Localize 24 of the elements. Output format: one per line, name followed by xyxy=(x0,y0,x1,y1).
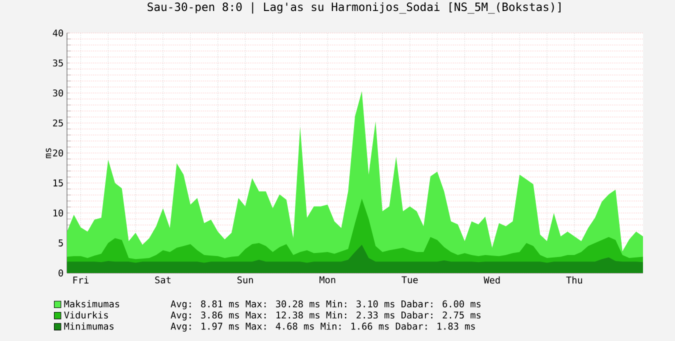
y-tick-label: 25 xyxy=(53,119,63,127)
y-axis-title: ms xyxy=(46,148,52,158)
x-tick-label: Thu xyxy=(566,276,582,284)
x-tick-label: Wed xyxy=(484,276,500,284)
y-tick-label: 20 xyxy=(53,149,64,157)
x-tick-label: Sat xyxy=(155,276,171,284)
y-tick-label: 0 xyxy=(58,269,64,277)
y-tick-label: 15 xyxy=(54,180,63,186)
y-tick-label: 40 xyxy=(52,29,64,37)
y-tick-label: 35 xyxy=(53,59,63,67)
y-tick-label: 5 xyxy=(58,240,63,246)
x-tick-label: Fri xyxy=(73,276,89,284)
legend-label: Maksimumas xyxy=(64,300,120,308)
legend-label: Minimumas xyxy=(64,322,114,330)
x-tick-label: Sun xyxy=(237,276,253,284)
chart-title: Sau-30-pen 8:0 | Lag'as su Harmonijos_Sodai [NS_5M_(Bokstas)] xyxy=(148,2,561,14)
text: Avg: 8.81 ms Max: 30.28 ms Min: 3.10 ms Dabar: 6.00 ms xyxy=(170,300,480,310)
x-tick-label: Tue xyxy=(402,276,418,284)
y-tick-label: 30 xyxy=(53,89,64,97)
x-tick-label: Mon xyxy=(320,276,336,284)
text: Avg: 1.97 ms Max: 4.68 ms Min: 1.66 ms Dabar: 1.83 ms xyxy=(170,322,475,332)
text: Avg: 3.86 ms Max: 12.38 ms Min: 2.33 ms Dabar: 2.75 ms xyxy=(170,311,480,320)
y-tick-label: 10 xyxy=(54,209,64,217)
legend-label: Vidurkis xyxy=(64,311,108,319)
